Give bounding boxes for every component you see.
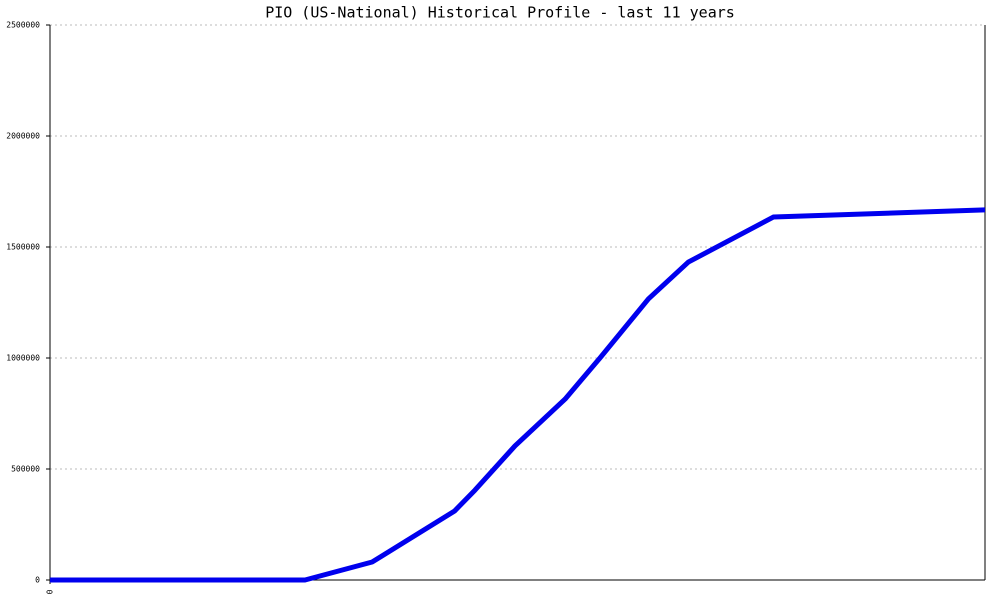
x-tick-label: 0 — [46, 589, 55, 594]
y-tick-label: 0 — [35, 576, 40, 585]
y-tick-label: 1000000 — [6, 354, 40, 363]
y-tick-label: 2000000 — [6, 132, 40, 141]
y-tick-label: 500000 — [11, 465, 40, 474]
data-line — [50, 207, 986, 583]
chart-title: PIO (US-National) Historical Profile - l… — [265, 4, 735, 22]
y-tick-label: 1500000 — [6, 243, 40, 252]
y-tick-label: 2500000 — [6, 21, 40, 30]
